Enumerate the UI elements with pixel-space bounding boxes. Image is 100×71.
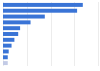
bar xyxy=(3,20,31,24)
bar xyxy=(3,26,20,30)
chart xyxy=(0,0,100,71)
chart-svg xyxy=(0,0,100,71)
bar xyxy=(3,3,83,7)
bars xyxy=(3,3,83,65)
bar xyxy=(3,55,8,59)
bar xyxy=(3,38,14,42)
bar xyxy=(3,9,77,13)
grid-line xyxy=(98,2,99,66)
page: {"chart_data": {"type": "bar", "orientat… xyxy=(0,0,100,71)
bar xyxy=(3,32,18,36)
bar xyxy=(3,15,45,19)
bar xyxy=(3,61,8,65)
bar xyxy=(3,44,12,48)
bar xyxy=(3,49,9,53)
